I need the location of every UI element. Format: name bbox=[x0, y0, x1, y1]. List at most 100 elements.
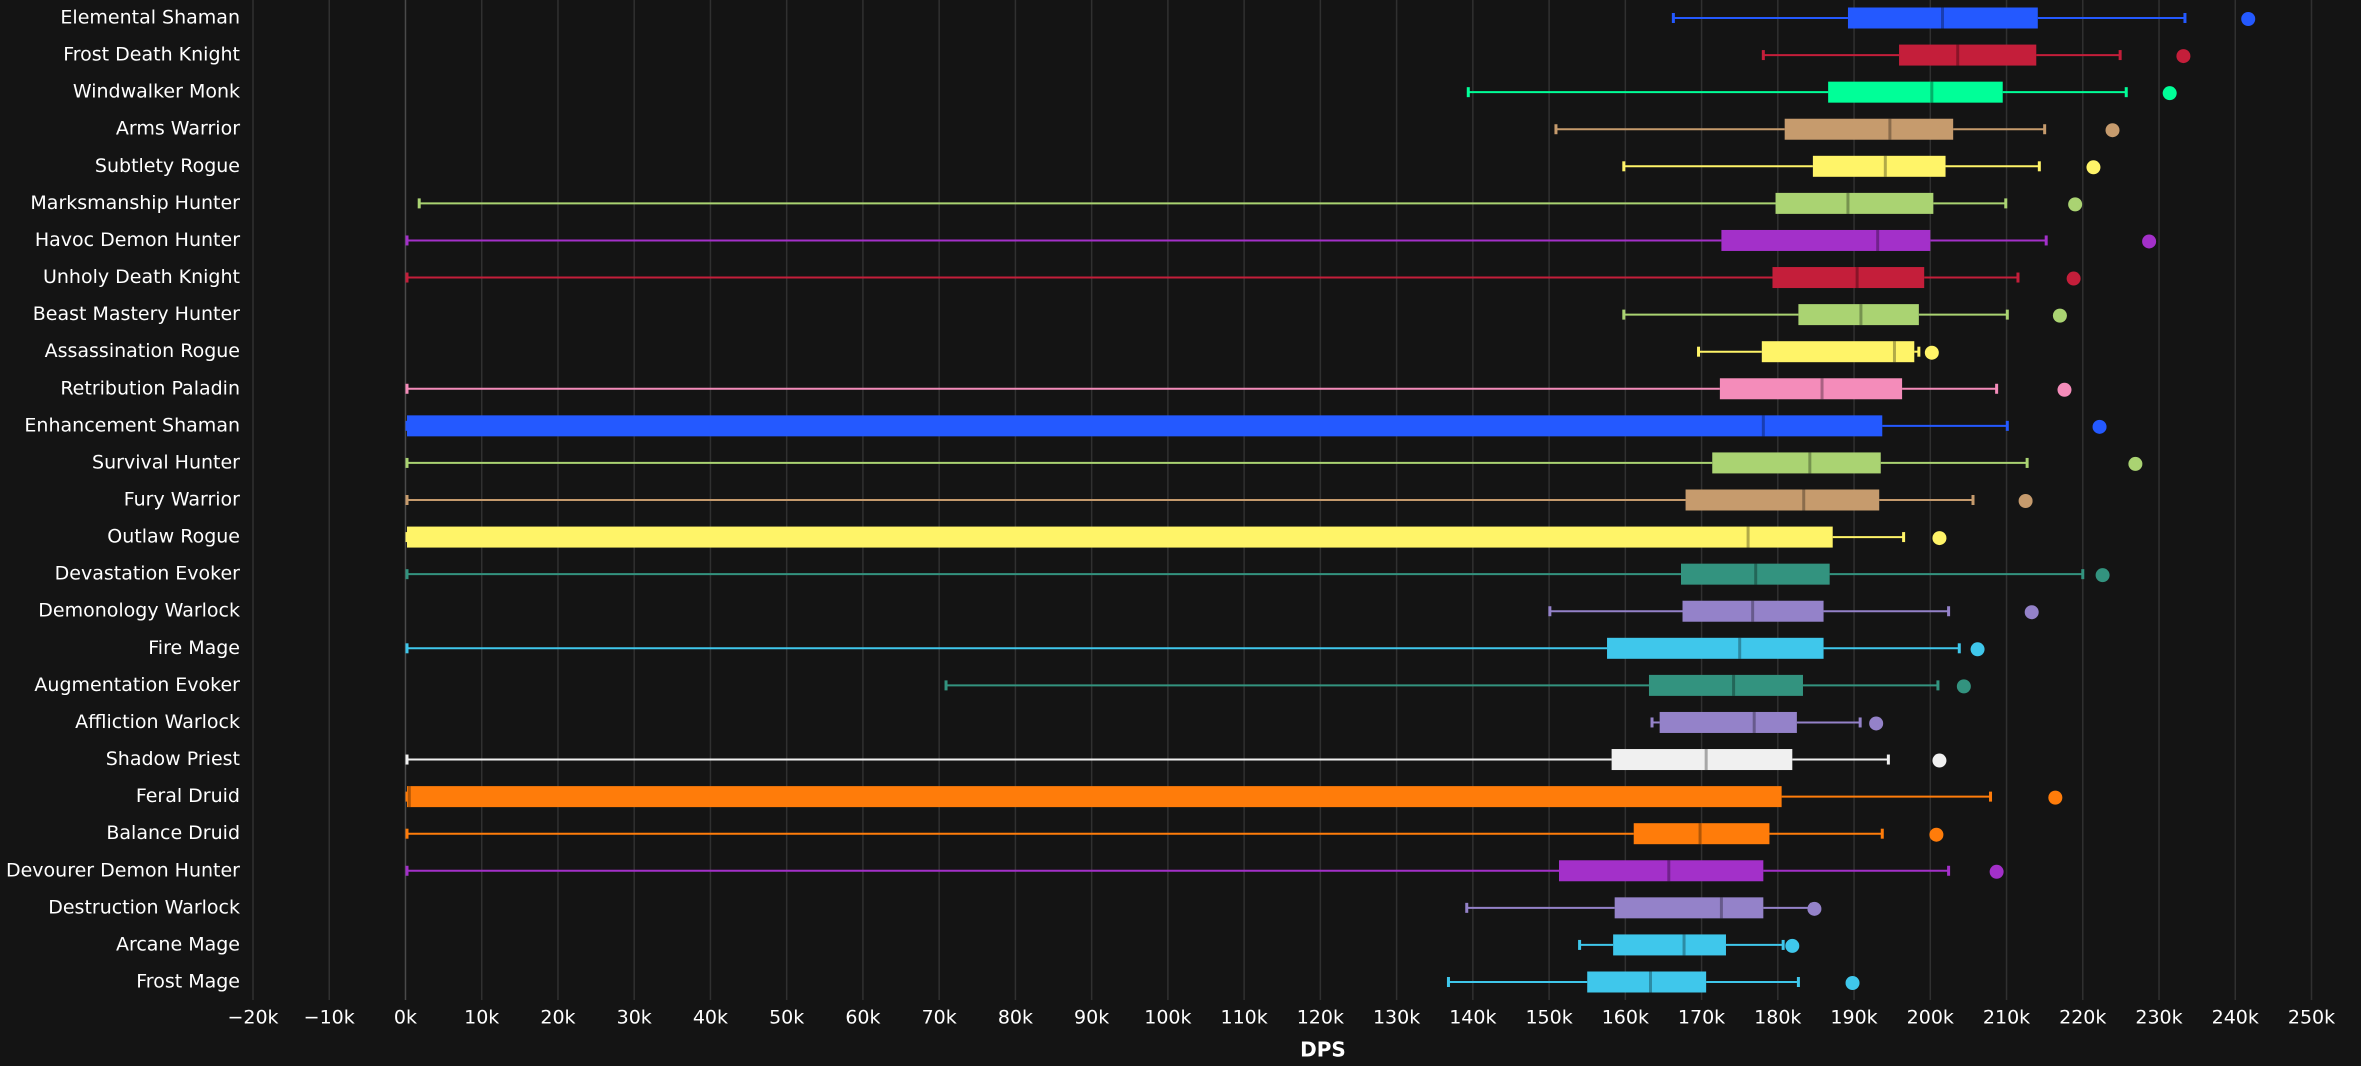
box bbox=[1761, 341, 1915, 363]
box bbox=[1587, 971, 1707, 993]
category-label: Augmentation Evoker bbox=[34, 674, 240, 696]
category-label: Shadow Priest bbox=[106, 748, 240, 770]
category-label: Affliction Warlock bbox=[75, 711, 240, 733]
outlier bbox=[2092, 419, 2107, 434]
x-axis-title: DPS bbox=[1300, 1038, 1346, 1062]
x-tick-label: 180k bbox=[1754, 1007, 1801, 1029]
box bbox=[1611, 749, 1793, 771]
box bbox=[1847, 7, 2038, 29]
outlier bbox=[2095, 568, 2110, 583]
x-tick-label: 50k bbox=[769, 1007, 804, 1029]
x-tick-label: 140k bbox=[1449, 1007, 1496, 1029]
outlier bbox=[1869, 716, 1884, 731]
box bbox=[1899, 44, 2037, 66]
x-tick-label: 30k bbox=[617, 1007, 652, 1029]
x-tick-label: 10k bbox=[464, 1007, 499, 1029]
box bbox=[1613, 934, 1726, 956]
box bbox=[1659, 711, 1797, 733]
outlier bbox=[2048, 790, 2063, 805]
box bbox=[1812, 155, 1946, 177]
category-label: Fury Warrior bbox=[124, 489, 240, 511]
x-tick-label: 190k bbox=[1830, 1007, 1877, 1029]
category-label: Unholy Death Knight bbox=[43, 266, 240, 288]
outlier bbox=[2086, 160, 2101, 175]
outlier bbox=[2241, 12, 2256, 26]
box bbox=[1559, 860, 1764, 882]
box bbox=[1685, 489, 1880, 511]
x-tick-label: 20k bbox=[540, 1007, 575, 1029]
category-label: Arcane Mage bbox=[116, 933, 240, 955]
box bbox=[407, 526, 1833, 548]
category-label: Devourer Demon Hunter bbox=[6, 859, 240, 881]
box bbox=[1648, 674, 1803, 696]
box bbox=[1633, 823, 1770, 845]
outlier bbox=[1932, 753, 1947, 768]
box bbox=[1828, 81, 2003, 103]
x-tick-label: 110k bbox=[1220, 1007, 1267, 1029]
outlier bbox=[1845, 976, 1860, 990]
x-tick-label: 250k bbox=[2288, 1007, 2335, 1029]
box bbox=[1712, 452, 1881, 474]
outlier bbox=[2176, 49, 2191, 64]
x-tick-label: 130k bbox=[1373, 1007, 1420, 1029]
x-tick-label: 170k bbox=[1678, 1007, 1725, 1029]
box bbox=[1721, 229, 1931, 251]
category-label: Frost Death Knight bbox=[63, 44, 240, 66]
outlier bbox=[1932, 531, 1947, 546]
x-tick-label: 80k bbox=[998, 1007, 1033, 1029]
x-tick-label: 160k bbox=[1602, 1007, 1649, 1029]
category-label: Destruction Warlock bbox=[48, 896, 240, 918]
box bbox=[407, 786, 1782, 808]
outlier bbox=[1956, 679, 1971, 694]
outlier bbox=[1970, 642, 1985, 657]
outlier bbox=[2162, 86, 2177, 101]
box bbox=[1680, 563, 1830, 585]
outlier bbox=[1929, 827, 1944, 842]
category-label: Marksmanship Hunter bbox=[30, 192, 240, 214]
box bbox=[1775, 192, 1934, 214]
outlier bbox=[2018, 494, 2033, 508]
box bbox=[1772, 267, 1925, 289]
category-label: Enhancement Shaman bbox=[24, 414, 240, 436]
x-tick-label: −20k bbox=[227, 1007, 278, 1029]
x-tick-label: 90k bbox=[1074, 1007, 1109, 1029]
outlier bbox=[1989, 864, 2004, 879]
category-label: Feral Druid bbox=[136, 785, 240, 807]
x-tick-label: −10k bbox=[304, 1007, 355, 1029]
category-label: Beast Mastery Hunter bbox=[33, 303, 240, 325]
outlier bbox=[2052, 308, 2067, 323]
category-label: Windwalker Monk bbox=[73, 81, 240, 103]
x-tick-label: 70k bbox=[922, 1007, 957, 1029]
outlier bbox=[2024, 605, 2039, 620]
x-tick-label: 210k bbox=[1983, 1007, 2030, 1029]
category-label: Demonology Warlock bbox=[38, 600, 240, 622]
x-tick-label: 150k bbox=[1525, 1007, 1572, 1029]
category-label: Fire Mage bbox=[148, 637, 240, 659]
category-label: Arms Warrior bbox=[116, 118, 240, 140]
outlier bbox=[1785, 938, 1800, 953]
category-label: Balance Druid bbox=[106, 822, 240, 844]
category-label: Devastation Evoker bbox=[55, 563, 241, 585]
x-tick-label: 120k bbox=[1297, 1007, 1344, 1029]
category-label: Survival Hunter bbox=[92, 451, 240, 473]
category-label: Subtlety Rogue bbox=[95, 155, 240, 177]
category-label: Havoc Demon Hunter bbox=[35, 229, 240, 251]
outlier bbox=[2057, 382, 2072, 397]
box bbox=[407, 415, 1883, 437]
x-tick-label: 40k bbox=[693, 1007, 728, 1029]
outlier bbox=[1924, 345, 1939, 360]
box bbox=[1682, 600, 1824, 622]
category-label: Retribution Paladin bbox=[60, 377, 240, 399]
box bbox=[1614, 897, 1764, 919]
category-label: Assassination Rogue bbox=[45, 340, 240, 362]
category-label: Frost Mage bbox=[136, 971, 240, 993]
outlier bbox=[2142, 234, 2157, 249]
x-tick-label: 240k bbox=[2212, 1007, 2259, 1029]
category-label: Outlaw Rogue bbox=[107, 526, 240, 548]
outlier bbox=[2068, 197, 2083, 212]
x-tick-label: 220k bbox=[2059, 1007, 2106, 1029]
outlier bbox=[1807, 901, 1822, 916]
x-tick-label: 60k bbox=[845, 1007, 880, 1029]
outlier bbox=[2105, 123, 2120, 138]
